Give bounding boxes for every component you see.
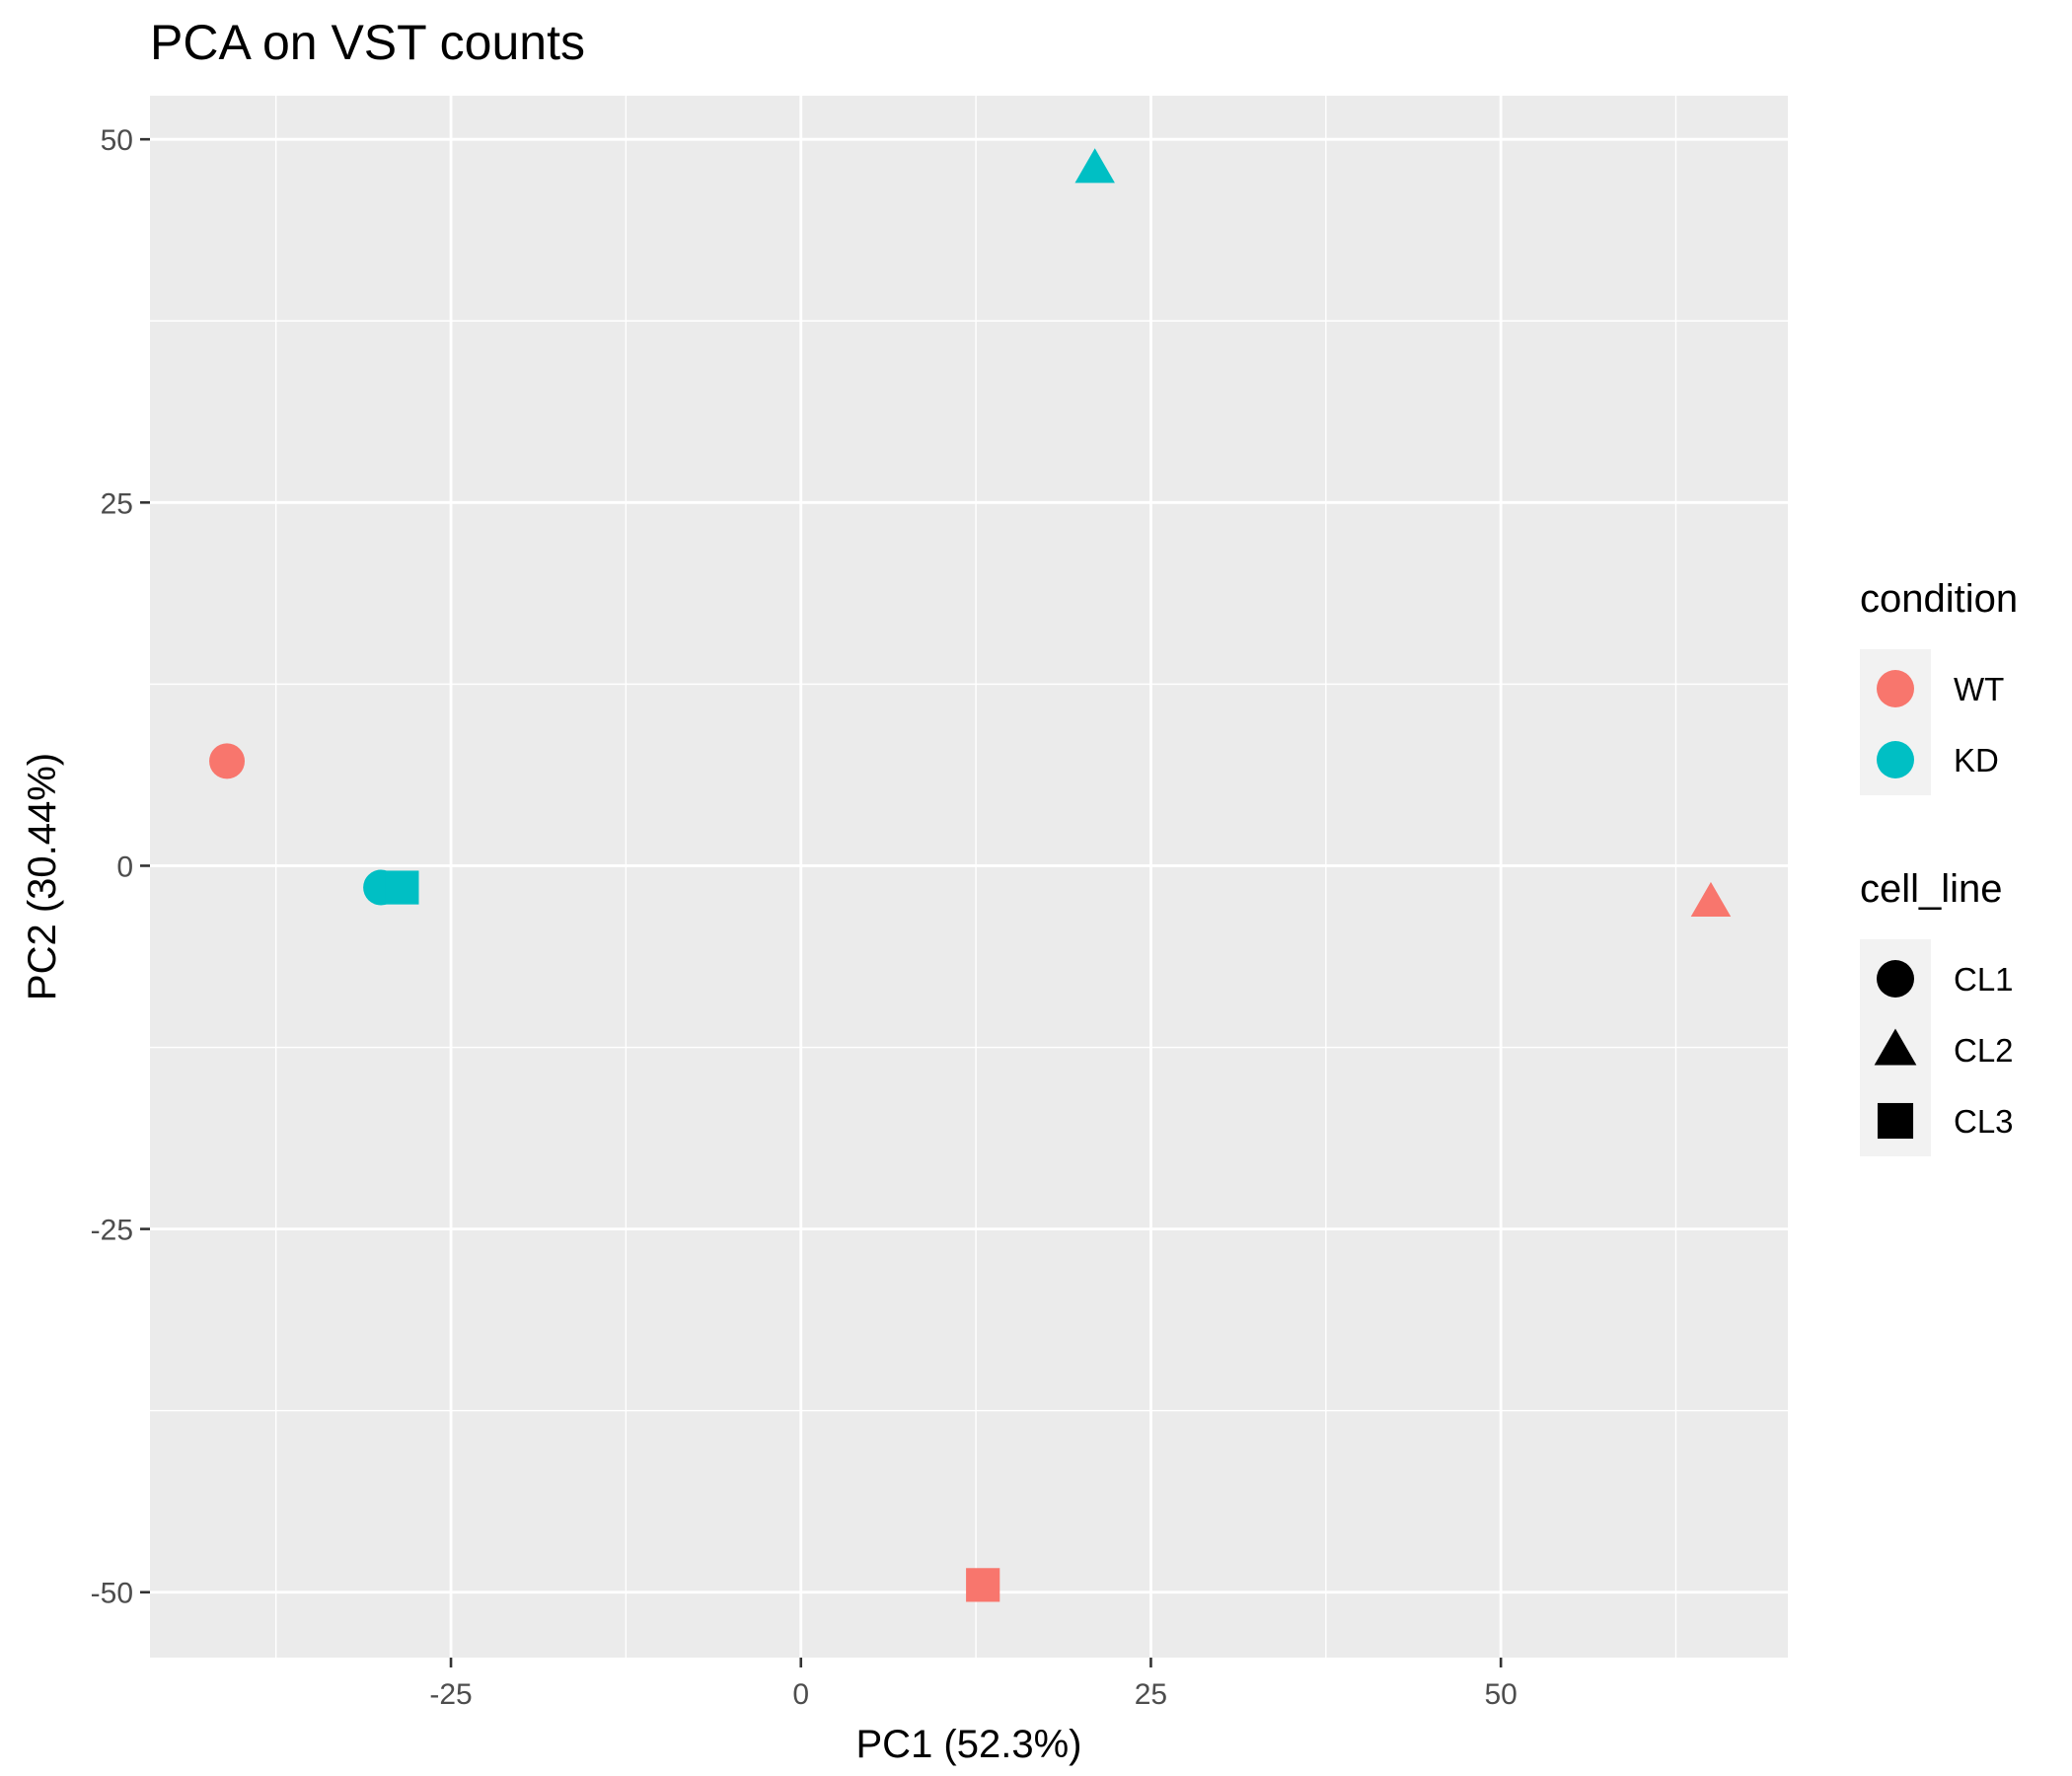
legend-label-kd: KD xyxy=(1954,742,1999,778)
chart-title: PCA on VST counts xyxy=(150,15,585,70)
legend-key-cl1 xyxy=(1877,960,1914,998)
data-point-wt-cl3 xyxy=(966,1568,1000,1602)
legend-key-kd xyxy=(1877,741,1914,778)
x-tick-label: -25 xyxy=(429,1678,472,1711)
legend-label-cl3: CL3 xyxy=(1954,1103,2014,1140)
x-tick-label: 25 xyxy=(1135,1678,1167,1711)
data-point-kd-cl2 xyxy=(1074,148,1115,184)
legend-label-cl2: CL2 xyxy=(1954,1032,2014,1069)
legend-key-wt xyxy=(1877,670,1914,707)
data-point-wt-cl1 xyxy=(209,743,246,779)
y-tick-label: -50 xyxy=(91,1578,133,1610)
y-tick-label: 50 xyxy=(101,124,133,157)
legend-title-condition: condition xyxy=(1860,577,2018,621)
x-axis-label: PC1 (52.3%) xyxy=(856,1723,1082,1766)
x-tick-label: 0 xyxy=(792,1678,809,1711)
legend-key-cl3 xyxy=(1877,1102,1914,1140)
data-point-wt-cl2 xyxy=(1690,881,1732,918)
legend-key-cl2 xyxy=(1874,1028,1917,1066)
y-tick-label: 0 xyxy=(116,851,133,883)
y-tick-label: -25 xyxy=(91,1215,133,1247)
y-tick-label: 25 xyxy=(101,487,133,520)
legend-label-wt: WT xyxy=(1954,671,2004,707)
y-axis-label: PC2 (30.44%) xyxy=(21,753,64,1000)
data-point-kd-cl3 xyxy=(385,870,419,905)
plot-panel xyxy=(150,96,1788,1658)
x-tick-label: 50 xyxy=(1484,1678,1517,1711)
legend-label-cl1: CL1 xyxy=(1954,961,2014,998)
legend-title-cell-line: cell_line xyxy=(1860,867,2003,911)
